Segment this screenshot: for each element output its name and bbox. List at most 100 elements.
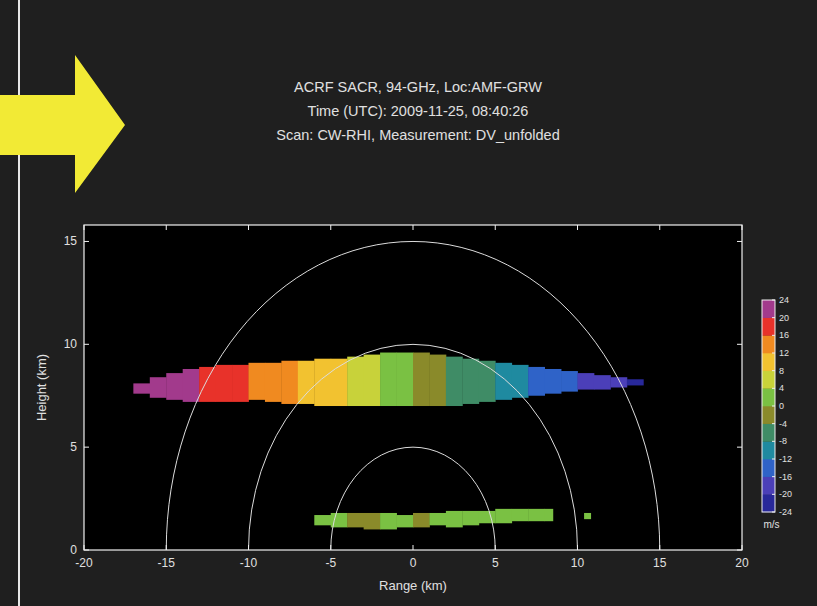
velocity-cell xyxy=(183,369,200,402)
x-tick xyxy=(742,225,743,230)
colorbar-tick xyxy=(772,317,775,318)
y-tick xyxy=(84,550,89,551)
plot-frame xyxy=(84,225,742,550)
velocity-cell xyxy=(364,513,381,529)
x-tick xyxy=(248,545,249,550)
x-tick-label: -10 xyxy=(240,556,258,570)
colorbar-swatch xyxy=(762,300,775,318)
colorbar-tick-label: 20 xyxy=(779,313,789,323)
title-line: Scan: CW-RHI, Measurement: DV_unfolded xyxy=(276,127,559,143)
velocity-cell xyxy=(561,371,578,392)
y-tick xyxy=(84,344,89,345)
title-line: ACRF SACR, 94-GHz, Loc:AMF-GRW xyxy=(294,79,542,95)
x-tick xyxy=(330,225,331,230)
velocity-cell xyxy=(265,363,282,402)
x-tick-label: 20 xyxy=(735,556,749,570)
y-tick xyxy=(737,550,742,551)
x-axis-title: Range (km) xyxy=(379,578,447,593)
colorbar-tick xyxy=(772,494,775,495)
colorbar-swatch xyxy=(762,406,775,424)
velocity-cell xyxy=(627,379,644,385)
colorbar-tick xyxy=(772,512,775,513)
colorbar-tick xyxy=(772,406,775,407)
y-tick-label: 5 xyxy=(70,440,77,454)
velocity-cell xyxy=(413,353,430,406)
x-tick xyxy=(330,545,331,550)
y-axis-title: Height (km) xyxy=(34,354,49,421)
range-ring xyxy=(331,447,496,550)
colorbar-swatch xyxy=(762,424,775,442)
x-tick xyxy=(742,545,743,550)
colorbar-tick xyxy=(772,476,775,477)
velocity-cell xyxy=(495,509,512,523)
colorbar-tick xyxy=(772,459,775,460)
colorbar-swatch xyxy=(762,477,775,495)
velocity-cell xyxy=(578,373,595,389)
velocity-cell xyxy=(249,363,266,400)
x-tick xyxy=(84,225,85,230)
colorbar-tick-label: -20 xyxy=(779,489,792,499)
velocity-cell xyxy=(347,513,364,527)
velocity-cell xyxy=(495,363,512,400)
colorbar-frame xyxy=(762,300,775,512)
colorbar-tick xyxy=(772,423,775,424)
velocity-cell xyxy=(380,353,397,406)
data-group xyxy=(133,241,659,550)
velocity-cell xyxy=(512,509,529,521)
y-tick-label: 0 xyxy=(70,543,77,557)
velocity-cell xyxy=(584,513,591,519)
velocity-cell xyxy=(594,375,611,389)
x-tick xyxy=(166,225,167,230)
velocity-cell xyxy=(462,511,479,525)
colorbar-tick-label: 16 xyxy=(779,330,789,340)
velocity-cell xyxy=(133,383,150,393)
x-tick xyxy=(248,225,249,230)
colorbar-tick xyxy=(772,388,775,389)
colorbar-swatch xyxy=(762,318,775,336)
colorbar-swatch xyxy=(762,371,775,389)
colorbar-swatch xyxy=(762,353,775,371)
x-tick xyxy=(659,225,660,230)
colorbar-tick xyxy=(772,335,775,336)
x-tick-label: -20 xyxy=(75,556,93,570)
colorbar-tick-label: -16 xyxy=(779,472,792,482)
colorbar-swatch xyxy=(762,494,775,512)
x-tick-label: 15 xyxy=(653,556,667,570)
x-tick xyxy=(577,225,578,230)
range-ring xyxy=(249,344,578,550)
velocity-cell xyxy=(479,511,496,523)
colorbar-tick-label: 0 xyxy=(779,401,784,411)
colorbar-swatch xyxy=(762,388,775,406)
velocity-cell xyxy=(446,357,463,406)
velocity-cell xyxy=(413,513,430,527)
velocity-cell xyxy=(446,511,463,527)
velocity-cell xyxy=(397,515,414,527)
x-tick xyxy=(659,545,660,550)
velocity-cell xyxy=(314,359,331,406)
velocity-cell xyxy=(314,515,331,525)
y-tick xyxy=(737,241,742,242)
velocity-cell xyxy=(199,367,216,402)
x-tick xyxy=(84,545,85,550)
x-tick xyxy=(413,545,414,550)
colorbar-label: m/s xyxy=(763,519,779,530)
border-line xyxy=(18,0,20,606)
colorbar-tick-label: -8 xyxy=(779,436,787,446)
x-tick xyxy=(495,545,496,550)
colorbar-tick-label: -12 xyxy=(779,454,792,464)
velocity-cell xyxy=(528,367,545,396)
velocity-cell xyxy=(545,509,554,521)
y-tick xyxy=(737,447,742,448)
background xyxy=(0,0,817,606)
velocity-cell xyxy=(281,361,298,404)
colorbar-swatch xyxy=(762,335,775,353)
velocity-cell xyxy=(232,365,249,402)
velocity-cell xyxy=(397,353,414,406)
x-tick xyxy=(413,225,414,230)
velocity-cell xyxy=(545,369,562,394)
velocity-cell xyxy=(380,513,397,529)
y-tick xyxy=(737,344,742,345)
velocity-cell xyxy=(364,355,381,406)
x-tick-label: -5 xyxy=(325,556,336,570)
velocity-cell xyxy=(166,373,183,400)
